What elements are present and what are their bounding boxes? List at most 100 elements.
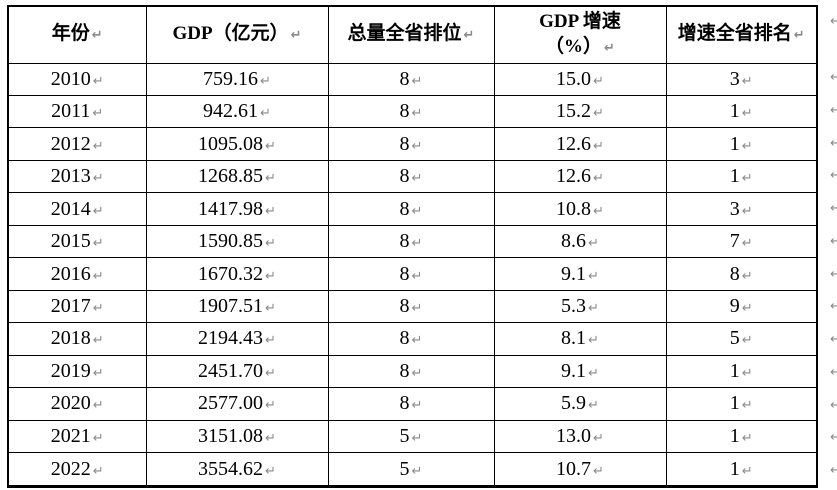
- cell-gdp[interactable]: 1907.51 ↵: [145, 289, 329, 324]
- gdp-table: 年份 ↵ GDP（亿元） ↵ 总量全省排位 ↵ GDP 增速 （%） ↵ 增速全省排名 ↵ 2010…: [7, 5, 818, 488]
- end-of-row-mark-icon: ↵: [830, 14, 837, 29]
- cell-year[interactable]: 2019 ↵: [7, 354, 147, 389]
- cell-total-rank[interactable]: 8 ↵: [327, 159, 495, 194]
- cell-growth-rank[interactable]: 9 ↵: [665, 289, 818, 324]
- cell-gdp[interactable]: 3151.08 ↵: [145, 419, 329, 454]
- cell-growth[interactable]: 13.0 ↵: [493, 419, 667, 454]
- cell-year[interactable]: 2010 ↵: [7, 62, 147, 96]
- cell-growth-rank[interactable]: 1 ↵: [665, 419, 818, 454]
- cell-value: 1095.08: [198, 132, 264, 155]
- cell-growth[interactable]: 12.6 ↵: [493, 127, 667, 161]
- cell-year[interactable]: 2020 ↵: [7, 387, 147, 421]
- cell-value: 10.8: [556, 197, 592, 220]
- cell-growth-rank[interactable]: 1 ↵: [665, 159, 818, 194]
- paragraph-mark-icon: ↵: [741, 398, 753, 414]
- cell-total-rank[interactable]: 8 ↵: [327, 289, 495, 324]
- cell-total-rank[interactable]: 5 ↵: [327, 419, 495, 454]
- cell-growth-rank[interactable]: 5 ↵: [665, 322, 818, 356]
- cell-growth[interactable]: 9.1 ↵: [493, 257, 667, 291]
- cell-value: 1: [729, 359, 740, 382]
- cell-value: 8: [399, 262, 410, 285]
- paragraph-mark-icon: ↵: [265, 268, 276, 284]
- cell-year[interactable]: 2022 ↵: [7, 452, 147, 487]
- cell-growth-rank[interactable]: 1 ↵: [665, 387, 818, 421]
- cell-total-rank[interactable]: 8 ↵: [327, 354, 495, 389]
- cell-growth[interactable]: 15.2 ↵: [493, 94, 667, 129]
- paragraph-mark-icon: ↵: [604, 40, 615, 56]
- header-cell-growth-rank[interactable]: 增速全省排名 ↵: [665, 5, 818, 64]
- cell-growth-rank[interactable]: 1 ↵: [665, 127, 818, 161]
- cell-year[interactable]: 2015 ↵: [7, 224, 147, 259]
- cell-growth-rank[interactable]: 3 ↵: [665, 62, 818, 96]
- cell-gdp[interactable]: 3554.62 ↵: [145, 452, 329, 487]
- cell-gdp[interactable]: 1590.85 ↵: [145, 224, 329, 259]
- cell-growth[interactable]: 10.7 ↵: [493, 452, 667, 487]
- cell-gdp[interactable]: 1417.98 ↵: [145, 192, 329, 226]
- cell-total-rank[interactable]: 8 ↵: [327, 387, 495, 421]
- header-cell-gdp[interactable]: GDP（亿元） ↵: [145, 5, 329, 64]
- end-of-row-mark-icon: ↵: [830, 364, 837, 380]
- cell-year[interactable]: 2013 ↵: [7, 159, 147, 194]
- cell-total-rank[interactable]: 8 ↵: [327, 322, 495, 356]
- cell-value: 1: [729, 424, 740, 447]
- paragraph-mark-icon: ↵: [260, 73, 271, 89]
- table-row: 2020 ↵ 2577.00 ↵ 8 ↵ 5.9 ↵ 1 ↵: [7, 387, 818, 421]
- cell-growth[interactable]: 9.1 ↵: [493, 354, 667, 389]
- cell-gdp[interactable]: 2194.43 ↵: [145, 322, 329, 356]
- cell-year[interactable]: 2017 ↵: [7, 289, 147, 324]
- cell-total-rank[interactable]: 8 ↵: [327, 192, 495, 226]
- cell-growth[interactable]: 8.6 ↵: [493, 224, 667, 259]
- cell-total-rank[interactable]: 8 ↵: [327, 257, 495, 291]
- cell-total-rank[interactable]: 8 ↵: [327, 224, 495, 259]
- header-cell-year[interactable]: 年份 ↵: [7, 5, 147, 64]
- paragraph-mark-icon: ↵: [593, 430, 604, 446]
- paragraph-mark-icon: ↵: [741, 171, 753, 187]
- paragraph-mark-icon: ↵: [265, 236, 276, 252]
- header-cell-total-rank[interactable]: 总量全省排位 ↵: [327, 5, 495, 64]
- cell-year[interactable]: 2018 ↵: [7, 322, 147, 356]
- paragraph-mark-icon: ↵: [92, 73, 104, 89]
- cell-gdp[interactable]: 759.16 ↵: [145, 62, 329, 96]
- cell-growth-rank[interactable]: 1 ↵: [665, 354, 818, 389]
- cell-value: 9: [729, 295, 740, 318]
- paragraph-mark-icon: ↵: [741, 236, 753, 252]
- cell-year[interactable]: 2011 ↵: [7, 94, 147, 129]
- cell-gdp[interactable]: 1670.32 ↵: [145, 257, 329, 291]
- cell-year[interactable]: 2021 ↵: [7, 419, 147, 454]
- cell-year[interactable]: 2016 ↵: [7, 257, 147, 291]
- paragraph-mark-icon: ↵: [265, 463, 276, 479]
- cell-value: 8: [399, 132, 410, 155]
- cell-growth[interactable]: 8.1 ↵: [493, 322, 667, 356]
- cell-total-rank[interactable]: 8 ↵: [327, 127, 495, 161]
- cell-gdp[interactable]: 2577.00 ↵: [145, 387, 329, 421]
- end-of-row-mark-icon: ↵: [830, 168, 837, 184]
- cell-gdp[interactable]: 1095.08 ↵: [145, 127, 329, 161]
- cell-growth-rank[interactable]: 1 ↵: [665, 94, 818, 129]
- cell-growth[interactable]: 15.0 ↵: [493, 62, 667, 96]
- cell-value: 2016: [50, 262, 91, 285]
- cell-gdp[interactable]: 1268.85 ↵: [145, 159, 329, 194]
- paragraph-mark-icon: ↵: [265, 301, 276, 317]
- cell-growth-rank[interactable]: 1 ↵: [665, 452, 818, 487]
- paragraph-mark-icon: ↵: [741, 73, 753, 89]
- cell-growth-rank[interactable]: 8 ↵: [665, 257, 818, 291]
- cell-growth-rank[interactable]: 3 ↵: [665, 192, 818, 226]
- table-header: 年份 ↵ GDP（亿元） ↵ 总量全省排位 ↵ GDP 增速 （%） ↵ 增速全省排名 ↵: [7, 5, 818, 64]
- table-row: 2010 ↵ 759.16 ↵ 8 ↵ 15.0 ↵ 3 ↵: [7, 62, 818, 96]
- cell-year[interactable]: 2012 ↵: [7, 127, 147, 161]
- cell-growth[interactable]: 5.3 ↵: [493, 289, 667, 324]
- cell-year[interactable]: 2014 ↵: [7, 192, 147, 226]
- cell-gdp[interactable]: 942.61 ↵: [145, 94, 329, 129]
- cell-growth[interactable]: 10.8 ↵: [493, 192, 667, 226]
- cell-value: 2019: [50, 359, 91, 382]
- cell-total-rank[interactable]: 5 ↵: [327, 452, 495, 487]
- cell-growth[interactable]: 5.9 ↵: [493, 387, 667, 421]
- cell-growth-rank[interactable]: 7 ↵: [665, 224, 818, 259]
- paragraph-mark-icon: ↵: [741, 430, 753, 446]
- cell-growth[interactable]: 12.6 ↵: [493, 159, 667, 194]
- header-cell-growth[interactable]: GDP 增速 （%） ↵: [493, 5, 667, 64]
- cell-total-rank[interactable]: 8 ↵: [327, 94, 495, 129]
- cell-total-rank[interactable]: 8 ↵: [327, 62, 495, 96]
- paragraph-mark-icon: ↵: [92, 463, 104, 479]
- cell-gdp[interactable]: 2451.70 ↵: [145, 354, 329, 389]
